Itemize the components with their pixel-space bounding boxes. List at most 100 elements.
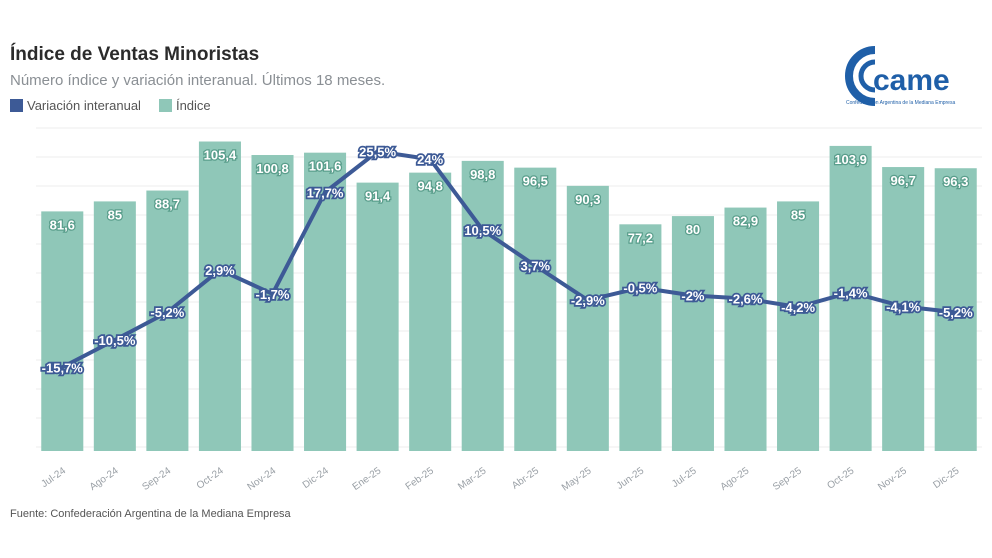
x-tick-label: Jul-24: [39, 465, 68, 490]
line-point: [480, 227, 485, 232]
came-logo: came: [845, 46, 950, 106]
line-labels: -15,7% -10,5% -5,2% 2,9% -1,7% 17,7% 25,5% 24% 1…: [40, 143, 975, 377]
line-point: [953, 310, 958, 315]
bar: [724, 207, 767, 451]
bar-value-label: 96,5: [523, 174, 548, 189]
bar-value-label: 98,8: [470, 167, 495, 182]
line-value-label: 10,5%: [464, 223, 501, 238]
x-tick-label: Oct-25: [825, 465, 856, 491]
bar: [829, 145, 872, 452]
line-point: [690, 293, 695, 298]
x-tick-label: Jul-25: [670, 465, 699, 490]
x-tick-label: Dic-24: [301, 465, 331, 491]
line-value-label: -2,6%: [729, 292, 763, 307]
line-point: [638, 285, 643, 290]
line-series: [60, 149, 958, 370]
line-point: [270, 291, 275, 296]
bar-value-label: 90,3: [575, 192, 600, 207]
x-tick-label: Ago-25: [718, 465, 751, 493]
bar-value-label: 103,9: [834, 152, 867, 167]
x-tick-label: Abr-25: [510, 465, 541, 491]
line-value-label: 3,7%: [520, 259, 550, 274]
source-note: Fuente: Confederación Argentina de la Me…: [10, 508, 291, 520]
x-axis-ticks: Jul-24 Ago-24 Sep-24 Oct-24 Nov-24 Dic-24 Ene-…: [39, 465, 961, 493]
bar-value-label: 96,7: [891, 173, 916, 188]
line-value-label: -2%: [681, 288, 705, 303]
logo-arc-inner-icon: [858, 59, 876, 93]
bar-value-label: 81,6: [50, 217, 75, 232]
bar-value-label: 85: [108, 207, 122, 222]
bar-value-label: 88,7: [155, 197, 180, 212]
line-point: [796, 305, 801, 310]
line-point: [848, 290, 853, 295]
x-tick-label: Feb-25: [404, 465, 437, 492]
line-path: [61, 149, 956, 370]
bar: [619, 224, 662, 451]
bar: [93, 201, 136, 451]
line-point: [743, 296, 748, 301]
line-value-label: 24%: [417, 152, 443, 167]
x-tick-label: Mar-25: [456, 465, 489, 492]
line-value-label: -4,1%: [886, 299, 920, 314]
x-tick-label: Sep-25: [771, 465, 804, 493]
line-value-label: -5,2%: [939, 305, 973, 320]
line-value-label: -2,9%: [571, 293, 605, 308]
bar: [251, 155, 294, 452]
bar-labels: 81,6 85 88,7 105,4 100,8 101,6 91,4 94,8 98,8 96,…: [48, 146, 969, 246]
line-point: [165, 310, 170, 315]
line-point: [112, 338, 117, 343]
x-tick-label: May-25: [560, 465, 594, 493]
legend-label: Variación interanual: [27, 98, 141, 113]
line-value-label: -4,2%: [781, 300, 815, 315]
line-value-label: -1,7%: [256, 287, 290, 302]
line-value-label: -10,5%: [94, 333, 136, 348]
x-tick-label: Nov-25: [876, 465, 909, 493]
x-tick-label: Ago-24: [88, 465, 121, 493]
bar: [409, 172, 452, 451]
logo-tagline: Confederación Argentina de la Mediana Em…: [846, 100, 956, 106]
line-point: [428, 157, 433, 162]
legend-item-indice: Índice: [158, 98, 211, 113]
bar-value-label: 94,8: [418, 179, 443, 194]
line-point: [217, 267, 222, 272]
line-value-label: 17,7%: [307, 185, 344, 200]
bar-value-label: 85: [791, 207, 805, 222]
bar-value-label: 91,4: [365, 189, 391, 204]
line-point: [375, 149, 380, 154]
legend-label: Índice: [175, 98, 211, 113]
bar: [356, 182, 399, 451]
bar-value-label: 105,4: [204, 148, 237, 163]
line-value-label: -0,5%: [623, 281, 657, 296]
bar-value-label: 101,6: [309, 159, 342, 174]
legend: Variación interanual Índice: [10, 98, 211, 113]
line-value-label: -15,7%: [42, 360, 84, 375]
bar-series: [41, 141, 977, 452]
bar-value-label: 100,8: [256, 161, 289, 176]
gridlines: [36, 127, 982, 448]
line-point: [323, 190, 328, 195]
bar: [777, 201, 820, 451]
x-tick-label: Sep-24: [140, 465, 173, 493]
bar: [461, 160, 504, 451]
x-tick-label: Ene-25: [351, 465, 384, 493]
legend-swatch-bar: [158, 99, 172, 112]
bar: [41, 211, 84, 451]
bar: [671, 216, 714, 451]
legend-item-variacion: Variación interanual: [10, 98, 141, 113]
bar: [198, 141, 241, 452]
bar: [304, 152, 347, 451]
x-tick-label: Dic-25: [931, 465, 961, 491]
line-point: [901, 304, 906, 309]
legend-swatch-line: [10, 99, 23, 112]
line-value-label: 2,9%: [205, 263, 235, 278]
bar: [566, 185, 609, 451]
bar-value-label: 96,3: [943, 174, 968, 189]
x-tick-label: Oct-24: [195, 465, 226, 491]
x-tick-label: Nov-24: [245, 465, 278, 493]
bar: [514, 167, 557, 451]
x-tick-label: Jun-25: [615, 465, 647, 492]
logo-arc-icon: [845, 46, 876, 106]
line-point: [60, 365, 65, 370]
line-point: [585, 298, 590, 303]
